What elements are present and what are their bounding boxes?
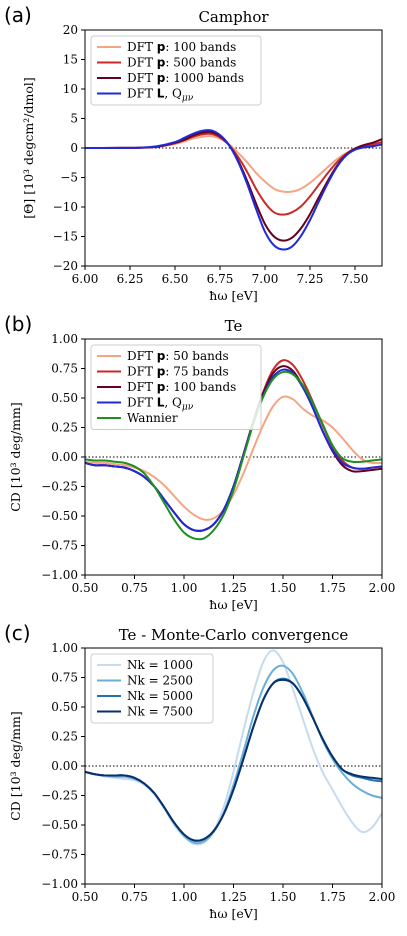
legend-label: Nk = 1000 xyxy=(127,658,193,672)
chart-panel-2: (b) Te 0.50 0.75 1.00 1.25 1.50 1.75 2.00 −1.00 −0… xyxy=(4,312,395,612)
y-tick-label: −0.25 xyxy=(41,480,78,494)
x-tick-label: 1.75 xyxy=(319,890,346,904)
y-tick-label: −15 xyxy=(53,230,78,244)
panel-label: (c) xyxy=(4,621,31,645)
x-tick-label: 1.50 xyxy=(270,890,297,904)
chart-title: Camphor xyxy=(198,8,269,26)
x-tick-label: 2.00 xyxy=(369,581,396,595)
series-group xyxy=(85,649,382,846)
y-tick-label: 0.25 xyxy=(51,730,78,744)
x-tick-label: 0.50 xyxy=(72,581,99,595)
x-tick-label: 1.00 xyxy=(171,581,198,595)
legend-label: DFT L, Qμν xyxy=(127,396,194,413)
legend-label: Wannier xyxy=(127,411,178,425)
x-tick-label: 1.25 xyxy=(220,890,247,904)
y-tick-label: 0.00 xyxy=(51,450,78,464)
y-tick-label: 0.50 xyxy=(51,700,78,714)
legend-label: DFT p: 100 bands xyxy=(127,380,236,394)
y-tick-label: 15 xyxy=(63,53,78,67)
x-tick-label: 2.00 xyxy=(369,890,396,904)
legend-label: Nk = 2500 xyxy=(127,674,193,688)
legend-label: Nk = 5000 xyxy=(127,689,193,703)
legend-label: DFT p: 50 bands xyxy=(127,349,229,363)
y-tick-label: −5 xyxy=(60,171,78,185)
x-tick-label: 6.75 xyxy=(207,272,234,286)
series-line-2 xyxy=(85,664,382,845)
legend-label: DFT p: 75 bands xyxy=(127,365,229,379)
chart-title: Te - Monte-Carlo convergence xyxy=(119,626,349,644)
x-tick-label: 1.25 xyxy=(220,581,247,595)
legend-label: DFT p: 1000 bands xyxy=(127,71,244,85)
legend-box xyxy=(90,344,262,430)
chart-panel-3: (c) Te - Monte-Carlo convergence 0.50 0.75 1… xyxy=(4,621,395,921)
y-tick-label: 0.50 xyxy=(51,391,78,405)
y-tick-label: −0.75 xyxy=(41,539,78,553)
panel-label: (a) xyxy=(4,3,32,27)
series-group xyxy=(85,129,382,251)
x-tick-label: 0.75 xyxy=(121,581,148,595)
y-tick-label: 5 xyxy=(70,112,78,126)
y-axis-title: CD [10³ deg/mm] xyxy=(8,402,23,512)
y-tick-label: −10 xyxy=(53,200,78,214)
y-tick-label: 0.75 xyxy=(51,671,78,685)
y-tick-label: 1.00 xyxy=(51,332,78,346)
y-tick-label: −0.25 xyxy=(41,789,78,803)
y-axis-title: CD [10³ deg/mm] xyxy=(8,711,23,821)
legend-box xyxy=(90,653,214,724)
series-line-1 xyxy=(85,649,382,846)
y-tick-label: −20 xyxy=(53,259,78,273)
y-tick-label: 10 xyxy=(63,82,78,96)
series-line-4 xyxy=(85,678,382,842)
y-tick-label: −0.75 xyxy=(41,848,78,862)
x-tick-label: 1.75 xyxy=(319,581,346,595)
x-axis-title: ħω [eV] xyxy=(209,288,257,303)
x-tick-label: 7.50 xyxy=(342,272,369,286)
y-tick-label: 0 xyxy=(70,141,78,155)
y-tick-label: −0.50 xyxy=(41,818,78,832)
y-tick-label: −1.00 xyxy=(41,877,78,891)
y-tick-label: −1.00 xyxy=(41,568,78,582)
y-axis-title: [Θ] [10³ degcm²/dmol] xyxy=(21,77,36,218)
series-line-4 xyxy=(85,129,382,251)
series-group xyxy=(85,359,382,541)
x-axis-title: ħω [eV] xyxy=(209,906,257,921)
series-line-4 xyxy=(85,368,382,532)
legend-label: DFT L, Qμν xyxy=(127,87,194,104)
series-line-5 xyxy=(85,370,382,541)
legend-label: DFT p: 500 bands xyxy=(127,56,236,70)
x-tick-label: 7.00 xyxy=(252,272,279,286)
x-tick-label: 0.50 xyxy=(72,890,99,904)
chart-panel-1: (a) Camphor 6.00 6.25 6.50 6.75 7.00 7.25 7.50 −2… xyxy=(4,3,383,303)
y-tick-label: 20 xyxy=(63,23,78,37)
y-tick-label: 0.00 xyxy=(51,759,78,773)
chart-title: Te xyxy=(225,317,243,335)
legend-label: Nk = 7500 xyxy=(127,705,193,719)
series-line-1 xyxy=(85,395,382,521)
y-tick-label: −0.50 xyxy=(41,509,78,523)
x-tick-label: 1.50 xyxy=(270,581,297,595)
y-tick-label: 1.00 xyxy=(51,641,78,655)
x-tick-label: 1.00 xyxy=(171,890,198,904)
x-tick-label: 7.25 xyxy=(297,272,324,286)
x-tick-label: 6.00 xyxy=(72,272,99,286)
legend-label: DFT p: 100 bands xyxy=(127,40,236,54)
y-tick-label: 0.25 xyxy=(51,421,78,435)
panel-label: (b) xyxy=(4,312,32,336)
legend-box xyxy=(90,35,262,106)
x-tick-label: 6.25 xyxy=(117,272,144,286)
x-tick-label: 0.75 xyxy=(121,890,148,904)
y-tick-label: 0.75 xyxy=(51,362,78,376)
series-line-2 xyxy=(85,132,382,216)
x-tick-label: 6.50 xyxy=(162,272,189,286)
x-axis-title: ħω [eV] xyxy=(209,597,257,612)
